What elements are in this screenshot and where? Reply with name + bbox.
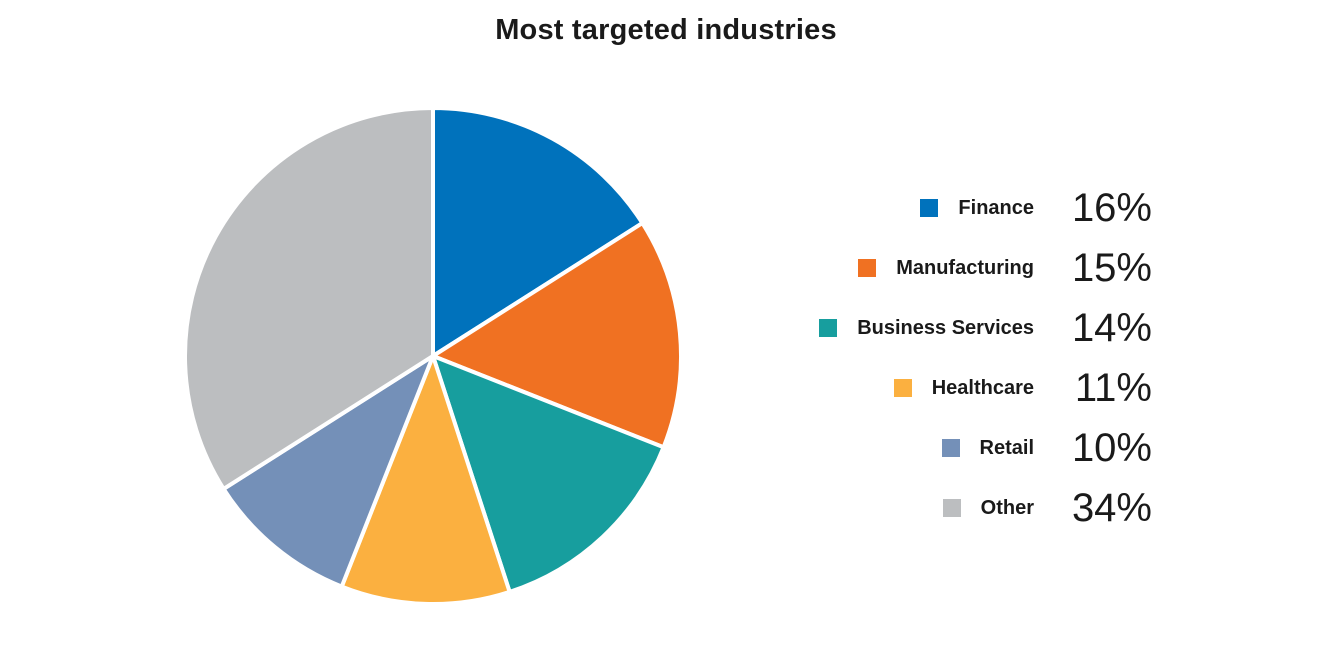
legend-item-retail: Retail 10% [760, 418, 1180, 478]
legend-value: 10% [1071, 425, 1152, 470]
legend-value: 11% [1074, 365, 1152, 410]
legend-value: 34% [1071, 485, 1152, 530]
legend-item-manufacturing: Manufacturing 15% [760, 238, 1180, 298]
legend-item-healthcare: Healthcare 11% [760, 358, 1180, 418]
legend-value: 16% [1071, 185, 1152, 230]
pie-slices [183, 106, 683, 606]
legend-swatch [858, 259, 877, 277]
chart-title: Most targeted industries [495, 14, 837, 46]
legend-label: Retail [979, 436, 1034, 459]
pie-slice-retail [221, 354, 435, 589]
legend-swatch [920, 199, 939, 217]
legend-swatch [819, 319, 838, 337]
legend: Finance 16% Manufacturing 15% Business S… [760, 178, 1180, 538]
legend-swatch [893, 379, 912, 397]
legend-swatch [941, 439, 960, 457]
legend-value: 14% [1071, 305, 1152, 350]
pie-slice-manufacturing [431, 221, 683, 450]
legend-label: Manufacturing [896, 256, 1034, 279]
pie-slice-finance [431, 106, 645, 358]
legend-label: Business Services [857, 316, 1034, 339]
legend-label: Healthcare [931, 376, 1034, 399]
legend-item-finance: Finance 16% [760, 178, 1180, 238]
legend-label: Finance [958, 196, 1034, 219]
legend-item-business-services: Business Services 14% [760, 298, 1180, 358]
pie-slice-other [183, 106, 435, 491]
legend-label: Other [980, 496, 1034, 519]
legend-swatch [942, 499, 961, 517]
legend-value: 15% [1071, 245, 1152, 290]
pie-slice-healthcare [339, 354, 512, 606]
legend-item-other: Other 34% [760, 478, 1180, 538]
